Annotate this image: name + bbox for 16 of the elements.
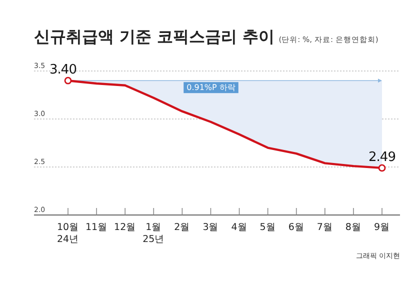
x-tick-label: 6월: [288, 222, 304, 233]
data-label: 3.40: [50, 62, 77, 78]
x-tick-label: 10월 24년: [56, 222, 80, 245]
x-tick-label: 7월: [316, 222, 333, 233]
x-tick-label: 12월: [114, 222, 136, 233]
x-tick-label: 5월: [260, 222, 276, 233]
x-tick-label: 3월: [202, 222, 219, 233]
x-tick-label: 11월: [86, 222, 108, 233]
x-tick-label: 8월: [345, 222, 362, 233]
x-tick-label: 9월: [374, 222, 390, 233]
x-tick-label: 1월 25년: [142, 222, 165, 245]
x-tick-label: 4월: [231, 222, 248, 233]
chart-title: 신규취급액 기준 코픽스금리 추이: [34, 27, 275, 46]
x-tick-label: 2월: [174, 222, 190, 233]
data-label: 2.49: [368, 150, 396, 165]
ref-line-label: 0.91%P 하락: [186, 83, 236, 92]
